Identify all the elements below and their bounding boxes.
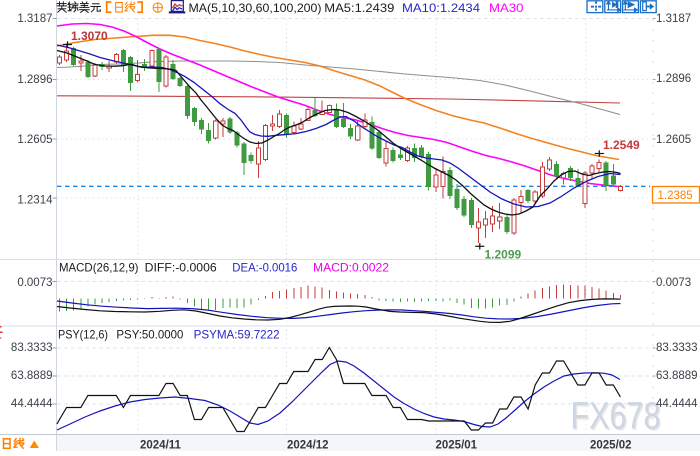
svg-text:MACD(26,12,9): MACD(26,12,9): [59, 261, 139, 275]
svg-text:MA10:1.2434: MA10:1.2434: [402, 1, 480, 15]
svg-text:MA5:1.2439: MA5:1.2439: [324, 1, 394, 15]
svg-text:0.0073: 0.0073: [656, 277, 691, 289]
svg-text:2025/02: 2025/02: [590, 440, 632, 452]
svg-text:1.2549: 1.2549: [603, 138, 640, 152]
svg-text:1.2896: 1.2896: [656, 73, 691, 85]
svg-text:1.3070: 1.3070: [71, 29, 108, 43]
svg-text:63.8889: 63.8889: [11, 370, 53, 382]
svg-text:83.3333: 83.3333: [11, 342, 53, 354]
svg-text:63.8889: 63.8889: [656, 370, 698, 382]
svg-text:1.2385: 1.2385: [658, 190, 693, 202]
svg-text:MA(5,10,30,60,100,200): MA(5,10,30,60,100,200): [189, 1, 322, 15]
svg-text:1.2314: 1.2314: [17, 195, 53, 207]
svg-text:0.0073: 0.0073: [17, 277, 52, 289]
svg-text:MACD:0.0022: MACD:0.0022: [313, 261, 389, 275]
svg-text:MA30: MA30: [489, 1, 524, 15]
svg-text:2024/11: 2024/11: [140, 440, 182, 452]
svg-text:2025/01: 2025/01: [436, 440, 478, 452]
svg-text:PSY(12,6): PSY(12,6): [58, 328, 108, 342]
svg-text:1.2605: 1.2605: [17, 134, 52, 146]
svg-text:DIFF:-0.0006: DIFF:-0.0006: [145, 261, 217, 275]
svg-text:1.2099: 1.2099: [485, 248, 522, 262]
svg-text:PSY:50.0000: PSY:50.0000: [116, 328, 183, 342]
svg-text:1.2605: 1.2605: [656, 134, 691, 146]
svg-text:FX678: FX678: [571, 396, 661, 438]
svg-text:2024/12: 2024/12: [287, 440, 329, 452]
svg-text:83.3333: 83.3333: [656, 342, 698, 354]
svg-text:PSYMA:59.7222: PSYMA:59.7222: [194, 328, 280, 342]
svg-text:44.4444: 44.4444: [11, 398, 53, 410]
svg-text:1.2896: 1.2896: [17, 74, 52, 86]
svg-text:1.3187: 1.3187: [656, 13, 691, 25]
svg-text:44.4444: 44.4444: [656, 398, 698, 410]
svg-text:1.3187: 1.3187: [17, 13, 52, 25]
svg-text:DEA:-0.0016: DEA:-0.0016: [232, 261, 297, 275]
